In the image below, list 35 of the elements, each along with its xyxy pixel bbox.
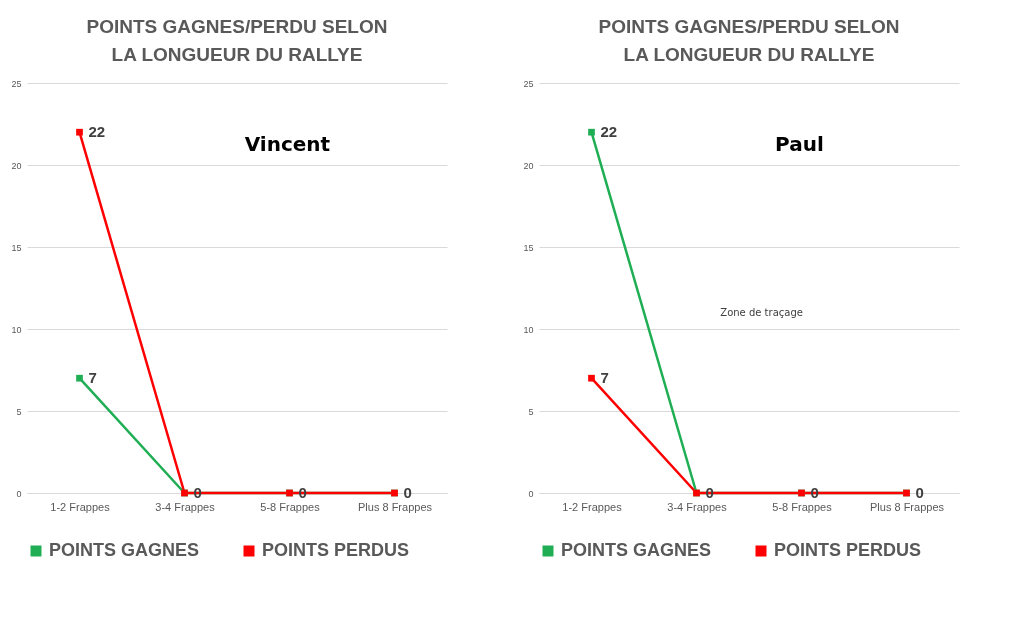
y-tick-label: 15: [523, 242, 534, 253]
legend-label: POINTS GAGNES: [49, 540, 200, 560]
x-tick-label: Plus 8 Frappes: [870, 500, 945, 513]
data-label: 7: [600, 369, 609, 387]
data-label: 0: [915, 484, 924, 501]
y-tick-label: 20: [11, 160, 22, 171]
data-label: 0: [403, 484, 412, 501]
y-tick-label: 0: [528, 488, 534, 499]
annotation: Zone de traçage: [720, 306, 803, 318]
y-tick-label: 25: [523, 78, 534, 89]
x-tick-label: 3-4 Frappes: [155, 500, 216, 513]
legend-label: POINTS GAGNES: [561, 540, 712, 560]
y-tick-label: 5: [528, 406, 534, 417]
y-tick-label: 10: [523, 324, 534, 335]
legend-label: POINTS PERDUS: [774, 540, 922, 560]
annotation: Vincent: [244, 131, 331, 156]
data-label: 7: [88, 369, 97, 387]
x-tick-label: Plus 8 Frappes: [358, 500, 433, 513]
y-tick-label: 0: [16, 488, 22, 499]
chart-title: POINTS GAGNES/PERDU SELON LA LONGUEUR DU RALLYE: [86, 16, 388, 65]
y-tick-label: 20: [523, 160, 534, 171]
x-tick-label: 1-2 Frappes: [562, 500, 623, 513]
y-tick-label: 15: [11, 242, 22, 253]
data-label: 22: [88, 123, 106, 141]
x-tick-label: 1-2 Frappes: [50, 500, 111, 513]
y-tick-label: 25: [11, 78, 22, 89]
x-tick-label: 5-8 Frappes: [772, 500, 833, 513]
x-tick-label: 3-4 Frappes: [667, 500, 728, 513]
x-tick-label: 5-8 Frappes: [260, 500, 321, 513]
chart-title: POINTS GAGNES/PERDU SELON LA LONGUEUR DU RALLYE: [598, 16, 900, 65]
y-tick-label: 10: [11, 324, 22, 335]
y-tick-label: 5: [16, 406, 22, 417]
annotation: Paul: [775, 131, 824, 156]
legend-label: POINTS PERDUS: [262, 540, 410, 560]
data-label: 22: [600, 123, 618, 141]
